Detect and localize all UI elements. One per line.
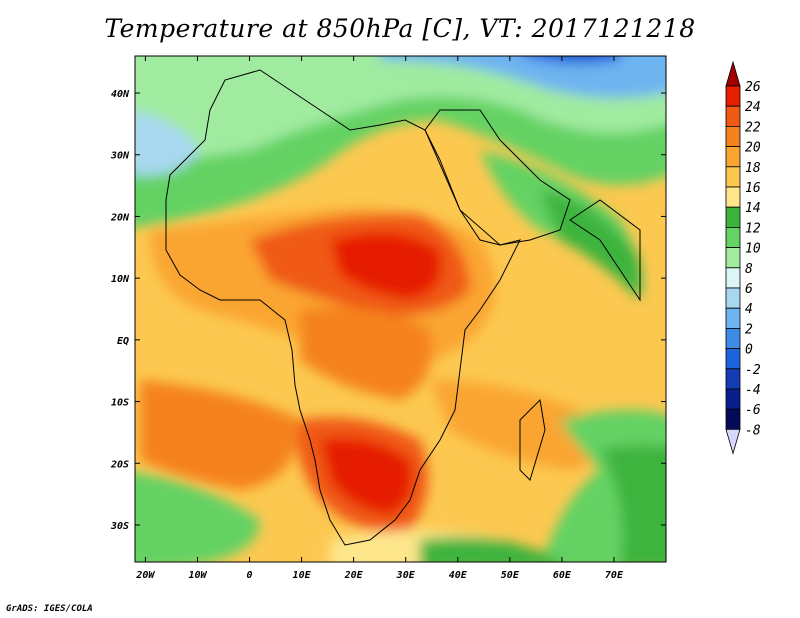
lat-label: 30S [110, 521, 129, 532]
colorbar-segment [725, 126, 741, 148]
lon-label: 30E [396, 570, 416, 581]
lon-label: 10W [188, 570, 207, 581]
lat-label: 30N [110, 151, 130, 162]
colorbar-segment [725, 206, 741, 228]
colorbar-label: -8 [745, 423, 761, 438]
colorbar-label: 14 [745, 201, 761, 216]
colorbar-label: 8 [745, 262, 753, 277]
colorbar-segment [725, 105, 741, 127]
colorbar-segment [725, 247, 741, 269]
colorbar-label: 16 [745, 181, 761, 196]
colorbar-label: -2 [745, 363, 761, 378]
colorbar-label: 2 [745, 322, 753, 337]
lon-label: 0 [247, 570, 253, 581]
colorbar-segment [725, 85, 741, 107]
colorbar-label: 10 [745, 242, 761, 257]
colorbar-segment [725, 166, 741, 188]
lon-label: 20W [135, 570, 155, 581]
colorbar-segment [725, 226, 741, 248]
colorbar-segment [725, 186, 741, 208]
lon-label: 20E [344, 570, 364, 581]
colorbar-segment [725, 146, 741, 168]
map-frame [134, 55, 667, 563]
colorbar-label: 4 [745, 302, 753, 317]
colorbar-label: 12 [745, 221, 761, 236]
lat-label: 40N [111, 89, 130, 100]
lon-label: 60E [553, 570, 572, 581]
colorbar-bottom-arrow [725, 428, 741, 455]
lat-label: EQ [117, 336, 129, 347]
colorbar-label: 0 [745, 343, 753, 358]
colorbar-segment [725, 348, 741, 370]
colorbar-segment [725, 267, 741, 289]
colorbar-segment [725, 368, 741, 390]
latitude-axis: 40N 30N 20N 10N EQ 10S 20S 30S [110, 89, 666, 532]
colorbar-segment [725, 388, 741, 410]
colorbar-label: 22 [745, 120, 761, 135]
colorbar-label: 24 [745, 100, 761, 115]
colorbar-segment [725, 287, 741, 309]
coastlines [165, 69, 641, 546]
lon-label: 10E [293, 570, 312, 581]
lon-label: 70E [605, 570, 624, 581]
colorbar-segment [725, 307, 741, 329]
lat-label: 10N [111, 274, 130, 285]
colorbar-label: 20 [745, 141, 761, 156]
lat-label: 20N [110, 212, 130, 223]
lat-label: 10S [111, 398, 129, 409]
colorbar-label: 26 [745, 80, 761, 95]
colorbar-label: -4 [745, 383, 761, 398]
credit-label: GrADS: IGES/COLA [6, 604, 93, 614]
colorbar-label: 18 [745, 161, 761, 176]
temperature-field [135, 56, 666, 562]
lon-label: 40E [449, 570, 468, 581]
map-title: Temperature at 850hPa [C], VT: 201712121… [104, 14, 696, 43]
colorbar-top-arrow [725, 60, 741, 87]
longitude-axis: 20W 10W 0 10E 20E 30E 40E 50E 60E 70E [135, 56, 624, 581]
colorbar-label: 6 [745, 282, 753, 297]
colorbar-segment [725, 408, 741, 430]
lon-label: 50E [501, 570, 520, 581]
colorbar-label: -6 [745, 403, 761, 418]
colorbar-segment [725, 327, 741, 349]
lat-label: 20S [110, 459, 129, 470]
